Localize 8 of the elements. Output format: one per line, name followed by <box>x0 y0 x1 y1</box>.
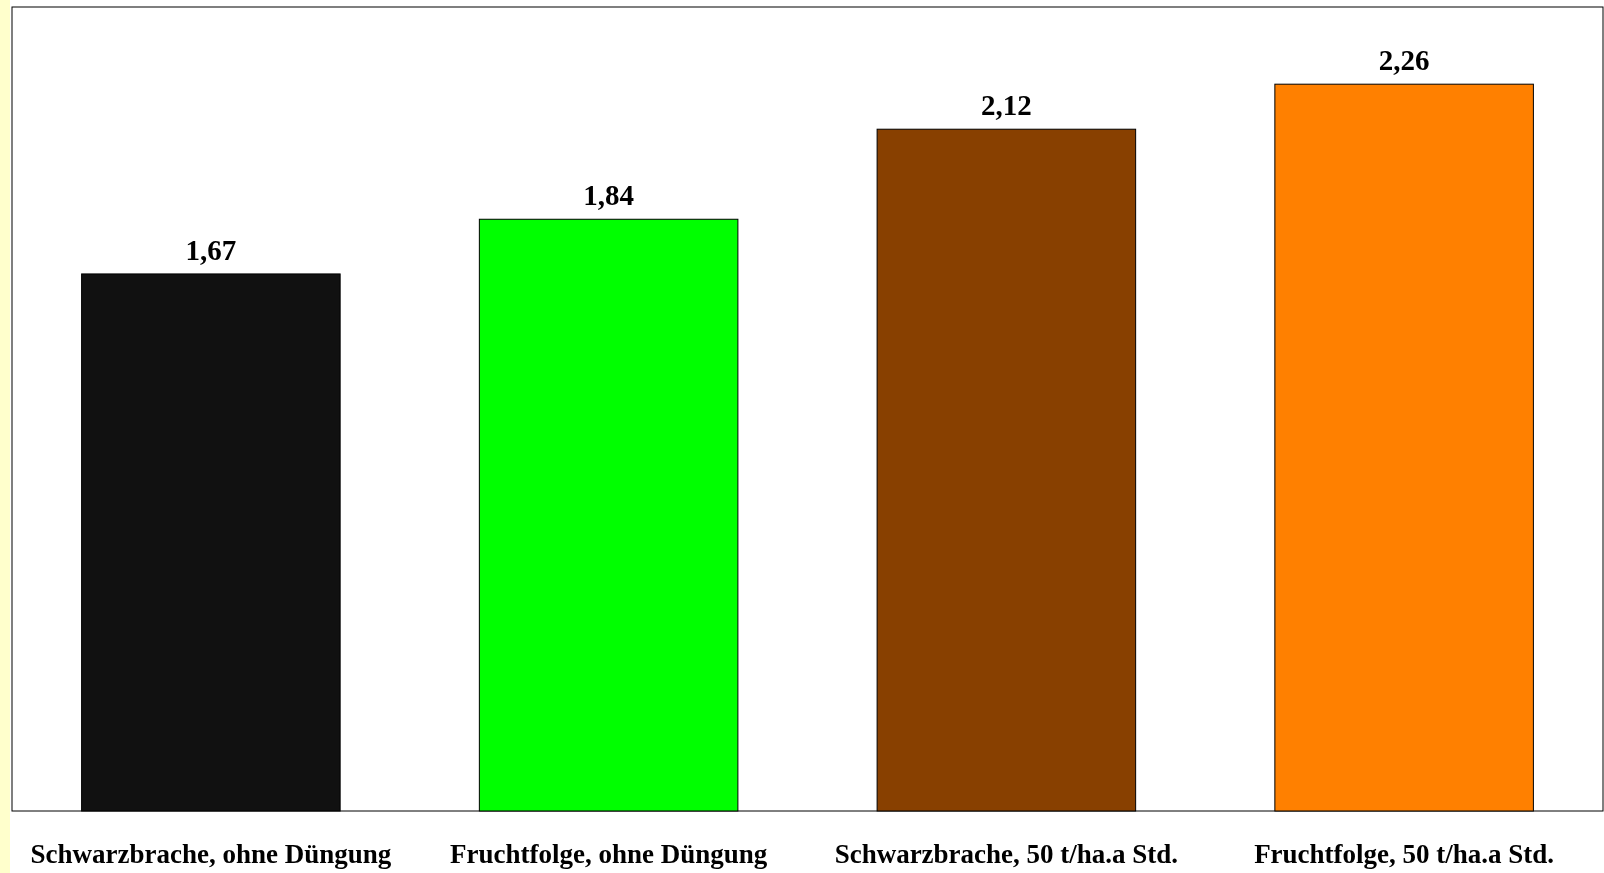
data-label: 2,12 <box>981 89 1032 122</box>
x-tick-label: Schwarzbrache, ohne Düngung <box>30 839 392 869</box>
x-tick-label: Schwarzbrache, 50 t/ha.a Std. <box>834 839 1179 869</box>
data-label: 1,67 <box>185 233 237 266</box>
x-tick-label: Fruchtfolge, 50 t/ha.a Std. <box>1254 839 1555 869</box>
data-label: 1,84 <box>583 179 634 212</box>
data-label: 2,26 <box>1378 44 1430 77</box>
x-tick-label: Fruchtfolge, ohne Düngung <box>449 839 768 869</box>
